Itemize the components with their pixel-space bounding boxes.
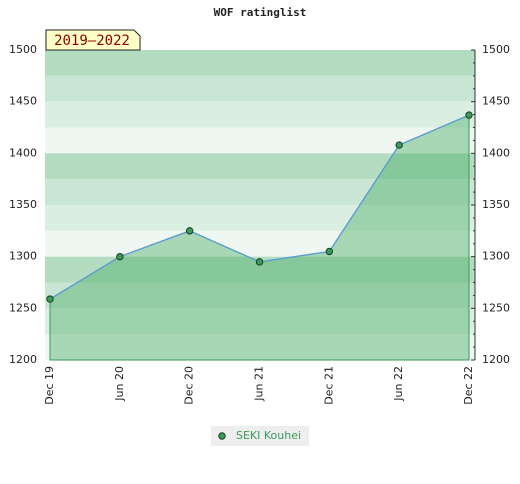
y-tick-label: 1500 xyxy=(9,43,37,56)
band xyxy=(45,127,475,154)
y2-tick-label: 1400 xyxy=(482,146,510,159)
background-bands xyxy=(45,50,475,360)
marker xyxy=(46,295,54,303)
x-tick-label: Jun 22 xyxy=(392,366,405,402)
x-tick-label: Jun 20 xyxy=(113,366,126,402)
band xyxy=(45,205,475,231)
legend-marker xyxy=(218,432,226,440)
legend-label: SEKI Kouhei xyxy=(236,429,301,442)
chart-title: WOF ratinglist xyxy=(214,6,307,19)
y2-tick-label: 1300 xyxy=(482,250,510,263)
marker xyxy=(255,258,264,266)
y-tick-label: 1200 xyxy=(9,353,37,366)
marker xyxy=(395,141,403,149)
y2-tick-label: 1500 xyxy=(482,43,510,56)
y2-tick-label: 1200 xyxy=(482,353,510,366)
band xyxy=(45,308,475,335)
x-tick-label: Dec 19 xyxy=(43,366,56,405)
y2-tick-label: 1250 xyxy=(482,301,510,314)
marker xyxy=(116,252,124,261)
annotation: 2019–2022 xyxy=(54,33,130,49)
band xyxy=(45,334,475,360)
band xyxy=(45,179,475,205)
marker xyxy=(185,227,194,235)
x-tick-label: Dec 22 xyxy=(462,366,475,405)
annotation-box xyxy=(45,29,141,51)
band xyxy=(45,282,475,309)
y2-tick-label: 1350 xyxy=(482,198,510,211)
band xyxy=(45,153,475,180)
legend xyxy=(211,426,309,446)
y2-tick-label: 1450 xyxy=(482,95,510,108)
x-tick-label: Dec 20 xyxy=(183,366,196,405)
band xyxy=(45,101,475,128)
y-tick-label: 1250 xyxy=(9,301,37,314)
y-tick-label: 1450 xyxy=(9,95,37,108)
band xyxy=(45,230,475,257)
y-tick-label: 1400 xyxy=(9,146,37,159)
x-tick-label: Dec 21 xyxy=(322,366,335,405)
x-tick-label: Jun 21 xyxy=(253,366,266,402)
band xyxy=(45,75,475,102)
y-tick-label: 1350 xyxy=(9,198,37,211)
y-tick-label: 1300 xyxy=(9,250,37,263)
band xyxy=(45,50,475,76)
marker xyxy=(465,111,473,119)
marker xyxy=(325,247,334,256)
